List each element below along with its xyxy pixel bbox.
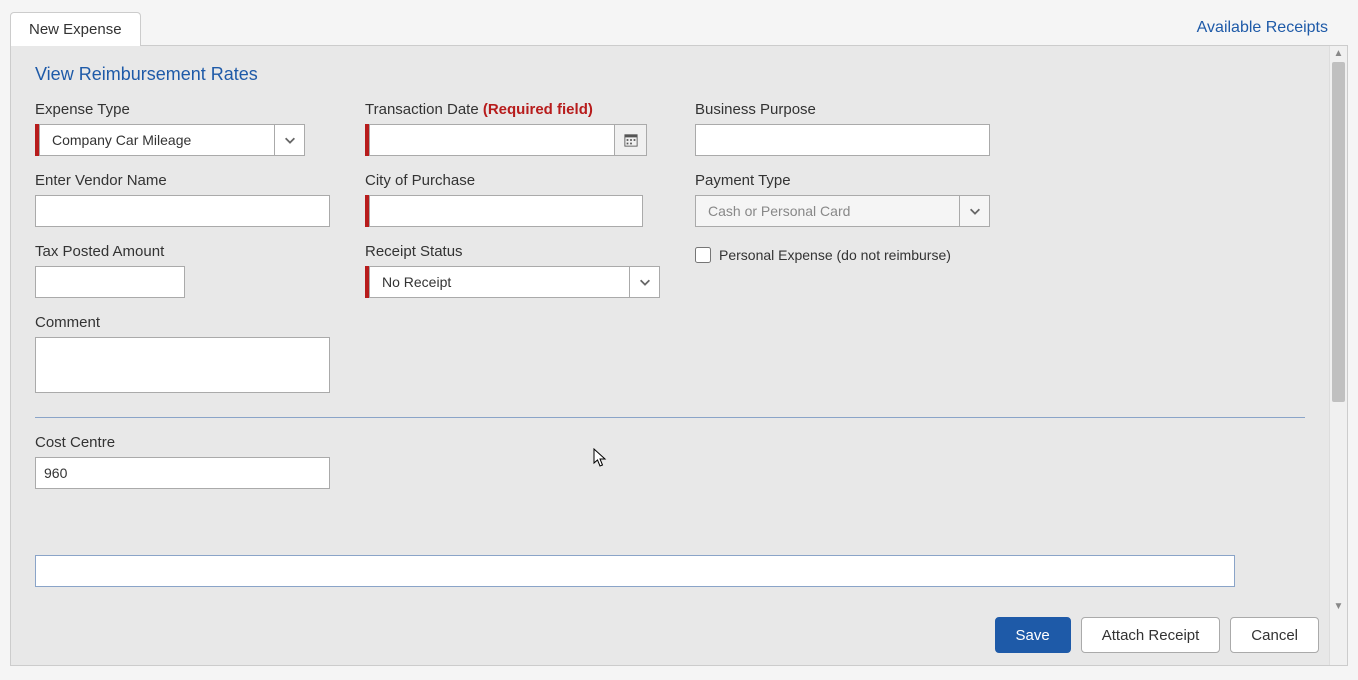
city-of-purchase-field: City of Purchase (365, 172, 665, 227)
expense-form-page: New Expense Available Receipts View Reim… (0, 0, 1358, 680)
save-button-label: Save (1016, 627, 1050, 644)
view-rates-label: View Reimbursement Rates (35, 64, 258, 84)
available-receipts-link[interactable]: Available Receipts (1197, 11, 1348, 45)
scroll-down-icon[interactable]: ▼ (1330, 599, 1347, 615)
scroll-up-icon[interactable]: ▲ (1330, 46, 1347, 62)
payment-type-value: Cash or Personal Card (704, 203, 850, 219)
business-purpose-field: Business Purpose (695, 101, 995, 156)
payment-type-field: Payment Type Cash or Personal Card (695, 172, 995, 227)
comment-label: Comment (35, 314, 335, 331)
city-of-purchase-input[interactable] (369, 195, 643, 227)
tax-posted-amount-field: Tax Posted Amount (35, 243, 335, 298)
view-reimbursement-rates-link[interactable]: View Reimbursement Rates (35, 64, 1305, 85)
transaction-date-label: Transaction Date (Required field) (365, 101, 665, 118)
expense-type-value: Company Car Mileage (48, 132, 191, 148)
personal-expense-label: Personal Expense (do not reimburse) (719, 247, 951, 263)
business-purpose-input[interactable] (695, 124, 990, 156)
expense-type-field: Expense Type Company Car Mileage (35, 101, 335, 156)
required-indicator: (Required field) (483, 101, 593, 118)
attach-receipt-label: Attach Receipt (1102, 627, 1200, 644)
scrollbar-thumb[interactable] (1332, 62, 1345, 402)
cancel-button-label: Cancel (1251, 627, 1298, 644)
payment-type-label: Payment Type (695, 172, 995, 189)
tab-label: New Expense (29, 21, 122, 38)
receipt-status-select[interactable]: No Receipt (369, 266, 660, 298)
form-row-cost-centre: Cost Centre (35, 434, 1305, 505)
cost-centre-input[interactable] (35, 457, 330, 489)
receipt-status-value: No Receipt (378, 274, 451, 290)
cost-centre-label: Cost Centre (35, 434, 335, 451)
calendar-icon[interactable] (615, 124, 647, 156)
form-scroll-area: View Reimbursement Rates Expense Type Co… (11, 46, 1329, 665)
receipt-status-field: Receipt Status No Receipt (365, 243, 665, 298)
payment-type-select[interactable]: Cash or Personal Card (695, 195, 990, 227)
form-row-4: Comment (35, 314, 1305, 409)
form-row-2: Enter Vendor Name City of Purchase (35, 172, 1305, 243)
transaction-date-label-text: Transaction Date (365, 101, 479, 118)
button-bar: Save Attach Receipt Cancel (995, 617, 1319, 653)
comment-textarea[interactable] (35, 337, 330, 393)
cancel-button[interactable]: Cancel (1230, 617, 1319, 653)
content-wrap: View Reimbursement Rates Expense Type Co… (10, 46, 1348, 666)
transaction-date-field: Transaction Date (Required field) (365, 101, 665, 156)
tab-new-expense[interactable]: New Expense (10, 12, 141, 46)
cost-centre-field: Cost Centre (35, 434, 335, 489)
vendor-name-field: Enter Vendor Name (35, 172, 335, 227)
personal-expense-checkbox[interactable] (695, 247, 711, 263)
attach-receipt-button[interactable]: Attach Receipt (1081, 617, 1221, 653)
chevron-down-icon (959, 196, 989, 226)
form-row-3: Tax Posted Amount Receipt Status No Rece… (35, 243, 1305, 314)
receipt-status-label: Receipt Status (365, 243, 665, 260)
expense-type-select[interactable]: Company Car Mileage (39, 124, 305, 156)
personal-expense-field: Personal Expense (do not reimburse) (695, 247, 995, 263)
transaction-date-input[interactable] (369, 124, 615, 156)
form-row-1: Expense Type Company Car Mileage (35, 101, 1305, 172)
expense-type-label: Expense Type (35, 101, 335, 118)
tab-bar: New Expense Available Receipts (10, 10, 1348, 46)
comment-field: Comment (35, 314, 335, 393)
vendor-name-input[interactable] (35, 195, 330, 227)
tax-posted-amount-input[interactable] (35, 266, 185, 298)
business-purpose-label: Business Purpose (695, 101, 995, 118)
chevron-down-icon (629, 267, 659, 297)
vendor-name-label: Enter Vendor Name (35, 172, 335, 189)
available-receipts-label: Available Receipts (1197, 19, 1328, 36)
city-of-purchase-label: City of Purchase (365, 172, 665, 189)
save-button[interactable]: Save (995, 617, 1071, 653)
chevron-down-icon (274, 125, 304, 155)
additional-section-box (35, 555, 1235, 587)
tax-posted-amount-label: Tax Posted Amount (35, 243, 335, 260)
vertical-scrollbar[interactable]: ▲ ▼ (1329, 46, 1347, 665)
section-divider (35, 417, 1305, 418)
